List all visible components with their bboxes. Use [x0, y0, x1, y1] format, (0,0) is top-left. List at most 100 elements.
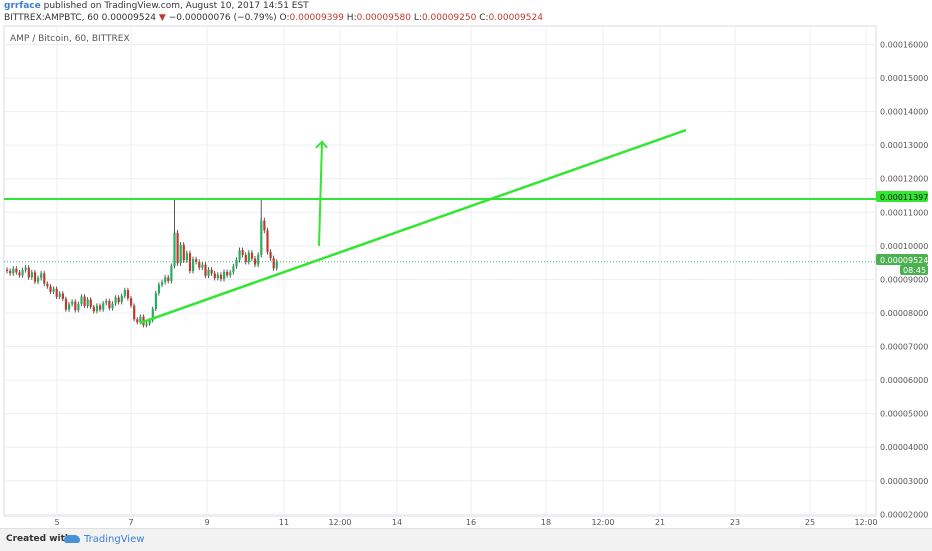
candle-body	[15, 268, 18, 273]
candle-body	[95, 305, 99, 312]
close-value: 0.00009524	[488, 13, 543, 23]
x-tick-label: 7	[128, 518, 133, 527]
candle-body	[136, 319, 139, 323]
candle-body	[260, 220, 263, 255]
published-header: grrface published on TradingView.com, Au…	[4, 1, 309, 11]
candle-body	[52, 288, 55, 292]
y-tick-label: 0.00010000	[880, 242, 928, 251]
candle-body	[219, 274, 223, 280]
open-label: O:	[279, 13, 290, 23]
candle-body	[117, 297, 120, 303]
candle-body	[6, 269, 9, 271]
candle-body	[37, 278, 40, 282]
candle-body	[210, 269, 213, 274]
close-label: C:	[479, 13, 489, 23]
candle-body	[275, 261, 278, 269]
candle-body	[120, 295, 123, 303]
arrow-head-icon	[315, 140, 328, 149]
candle-body	[263, 220, 266, 231]
last-value: 0.00009524	[101, 13, 157, 23]
candle-body	[68, 304, 71, 310]
candle-body	[99, 305, 102, 310]
candle-body	[92, 306, 95, 312]
candle-body	[126, 290, 130, 299]
candle-body	[229, 272, 232, 276]
x-tick-label: 12:00	[328, 518, 351, 527]
candle-body	[40, 273, 43, 279]
y-tick-label: 0.00015000	[880, 74, 928, 83]
candle-body	[64, 298, 68, 310]
candle-body	[49, 286, 52, 292]
y-tick-label: 0.00013000	[880, 141, 928, 150]
change-value: −0.00000076 (−0.79%)	[168, 13, 277, 23]
trend-line	[139, 128, 687, 325]
candle-body	[272, 258, 275, 269]
candle-body	[74, 301, 77, 311]
candle-body	[204, 264, 207, 276]
candle-body	[216, 274, 219, 279]
drawings[interactable]	[4, 128, 876, 325]
candle-body	[30, 272, 33, 278]
resistance-tag: 0.00011397	[880, 193, 928, 202]
author-link[interactable]: grrface	[4, 1, 41, 11]
x-tick-label: 23	[730, 518, 740, 527]
candle-body	[254, 258, 257, 265]
x-tick-label: 18	[541, 518, 551, 527]
candlesticks	[4, 198, 876, 328]
candle-body	[55, 288, 58, 297]
candle-body	[86, 299, 89, 306]
symbol-label: BITTREX:AMPBTC, 60	[4, 13, 99, 23]
candle-body	[130, 298, 133, 306]
candle-body	[27, 267, 30, 278]
resistance-tag-bg	[876, 191, 928, 202]
candle-body	[192, 259, 195, 271]
candle-body	[232, 266, 235, 273]
candle-body	[167, 277, 170, 282]
y-tick-label: 0.00003000	[880, 477, 928, 486]
candle-body	[21, 269, 24, 276]
candle-body	[145, 323, 148, 326]
candle-body	[108, 300, 111, 309]
low-value: 0.00009250	[421, 13, 477, 23]
candle-body	[43, 273, 46, 284]
y-tick-label: 0.00009000	[880, 275, 928, 284]
candle-body	[114, 297, 117, 304]
chart-title: AMP / Bitcoin, 60, BITTREX	[10, 34, 130, 44]
high-label: H:	[346, 13, 357, 23]
low-label: L:	[413, 13, 422, 23]
candle-body	[173, 232, 176, 266]
last-price-tag: 0.00009524	[880, 256, 928, 265]
candle-body	[164, 277, 167, 283]
tradingview-logo[interactable]: TradingView	[64, 534, 144, 545]
candle-body	[269, 251, 272, 259]
x-tick-label: 16	[466, 518, 476, 527]
candle-body	[213, 273, 216, 279]
candle-body	[24, 267, 27, 270]
candle-body	[139, 316, 142, 323]
y-tick-label: 0.00004000	[880, 443, 928, 452]
candle-body	[201, 264, 204, 268]
candle-body	[250, 252, 254, 259]
candle-body	[266, 230, 269, 252]
x-tick-label: 21	[655, 518, 665, 527]
candle-body	[161, 282, 164, 285]
candle-body	[223, 272, 226, 280]
down-arrow-icon: ▼	[158, 13, 166, 23]
y-tick-label: 0.00006000	[880, 376, 928, 385]
candle-body	[185, 253, 188, 261]
candle-body	[241, 250, 244, 255]
candle-body	[80, 296, 83, 304]
arrow-shaft	[318, 141, 323, 246]
plot-area	[3, 25, 877, 517]
candle-body	[133, 305, 136, 320]
candle-body	[151, 308, 154, 321]
candle-body	[154, 293, 157, 309]
candle-body	[195, 259, 198, 262]
price-tags: 0.00011397 0.00009524 08:45	[876, 191, 928, 275]
y-tick-label: 0.00012000	[880, 175, 928, 184]
price-chart[interactable]: AMP / Bitcoin, 60, BITTREX 0.000160000.0…	[0, 0, 932, 528]
candle-body	[46, 283, 49, 287]
candle-body	[61, 293, 64, 299]
tradingview-brand: TradingView	[84, 534, 145, 545]
x-axis: 5 7 9 11 12:00 14 16 18 12:00 21 23 25 12:00	[54, 518, 877, 527]
